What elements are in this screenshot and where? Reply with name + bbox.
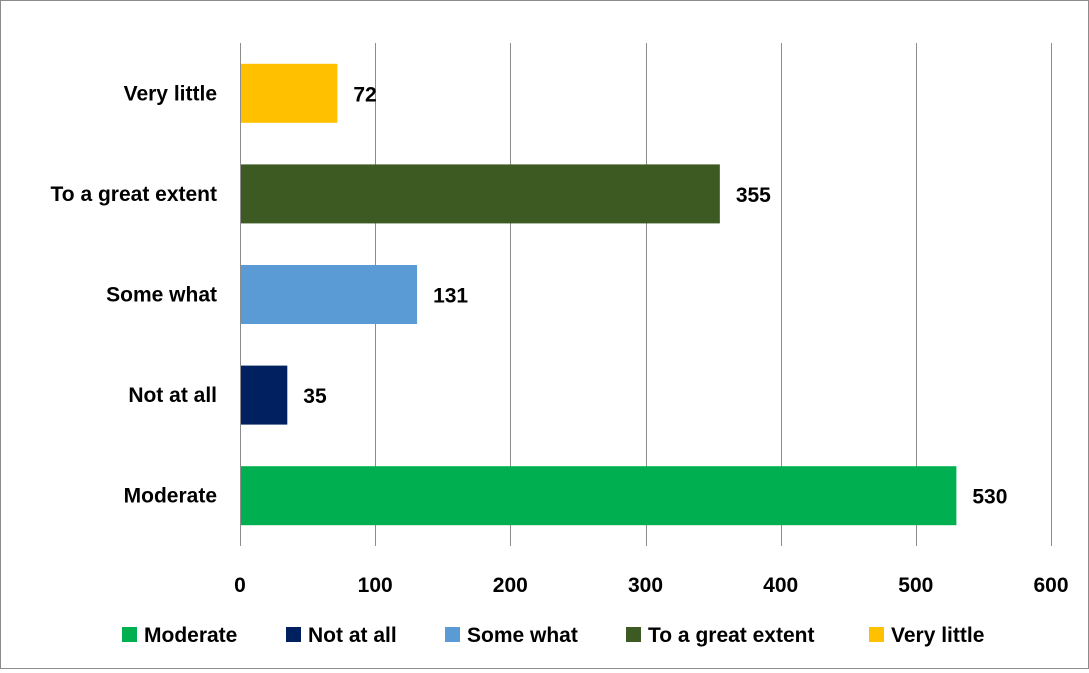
- legend-swatch: [445, 627, 460, 642]
- category-label: Moderate: [124, 485, 217, 508]
- legend: Moderate Not at all Some what To a great ex…: [122, 624, 984, 647]
- bar-to-a-great-extent: [241, 164, 720, 224]
- bar-very-little: [241, 63, 338, 123]
- x-tick-label: 500: [898, 574, 933, 597]
- data-label: 530: [972, 486, 1007, 509]
- legend-swatch: [122, 627, 137, 642]
- legend-label: Moderate: [144, 624, 237, 647]
- bar-not-at-all: [241, 365, 288, 425]
- bar-some-what: [241, 265, 418, 324]
- legend-swatch: [869, 627, 884, 642]
- labels: 0 100 200 300 400 500 600 Moderate 530 Not at all…: [51, 82, 1069, 597]
- category-label: To a great extent: [51, 183, 217, 206]
- data-label: 72: [353, 83, 376, 106]
- category-label: Very little: [124, 82, 217, 105]
- bars: [241, 63, 957, 526]
- legend-label: To a great extent: [648, 624, 814, 647]
- legend-swatch: [626, 627, 641, 642]
- bar-moderate: [241, 466, 957, 526]
- data-label: 131: [433, 285, 468, 308]
- legend-swatch: [286, 627, 301, 642]
- x-tick-label: 0: [234, 574, 246, 597]
- legend-label: Some what: [467, 624, 578, 647]
- x-tick-label: 300: [628, 574, 663, 597]
- data-label: 35: [303, 385, 327, 408]
- x-tick-label: 200: [493, 574, 528, 597]
- category-label: Not at all: [128, 384, 217, 407]
- gridlines: [240, 43, 1052, 546]
- data-label: 355: [736, 184, 771, 207]
- x-tick-label: 400: [763, 574, 798, 597]
- x-tick-label: 600: [1033, 574, 1068, 597]
- x-tick-label: 100: [358, 574, 393, 597]
- legend-label: Not at all: [308, 624, 397, 647]
- legend-label: Very little: [891, 624, 984, 647]
- category-label: Some what: [106, 284, 217, 307]
